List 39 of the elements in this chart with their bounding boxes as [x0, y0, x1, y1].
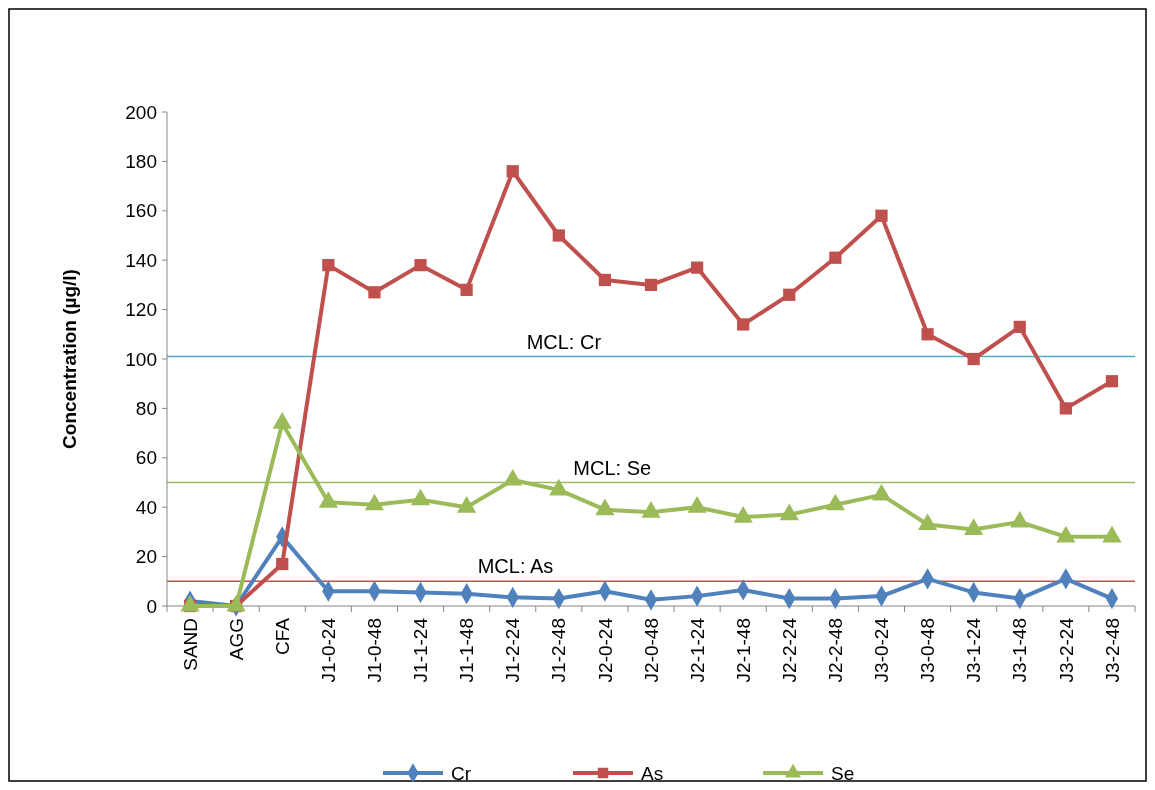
ref-line-label: MCL: Se	[573, 456, 652, 479]
y-tick-label: 0	[146, 595, 157, 617]
x-tick-label: J3-0-48	[917, 618, 939, 683]
x-tick-label: J2-1-48	[732, 618, 754, 683]
x-tick-label: J1-2-48	[548, 618, 570, 683]
x-tick-label: J3-1-48	[1009, 618, 1031, 683]
y-tick-label: 180	[125, 151, 157, 173]
ref-line-label: MCL: As	[477, 555, 554, 578]
y-axis-title: Concentration (µg/l)	[59, 269, 80, 449]
x-tick-label: J2-2-24	[778, 617, 800, 683]
legend-label: Cr	[451, 762, 472, 784]
x-tick-label: CFA	[271, 617, 293, 655]
y-tick-label: 140	[125, 249, 157, 271]
legend-label: As	[641, 762, 664, 784]
x-tick-label: J2-2-48	[825, 618, 847, 683]
x-tick-label: J2-0-24	[594, 617, 616, 683]
legend-label: Se	[831, 762, 855, 784]
ref-line-label: MCL: Cr	[526, 330, 602, 353]
x-tick-label: J3-0-24	[871, 617, 893, 683]
x-tick-label: J3-1-24	[963, 617, 985, 683]
y-tick-label: 200	[125, 101, 157, 123]
y-tick-label: 80	[135, 398, 157, 420]
x-tick-label: J2-1-24	[686, 617, 708, 683]
x-tick-label: J3-2-48	[1101, 618, 1123, 683]
y-tick-label: 20	[135, 546, 157, 568]
x-tick-label: J1-2-24	[502, 617, 524, 683]
x-tick-label: AGG	[225, 618, 247, 661]
y-tick-label: 160	[125, 200, 157, 222]
y-tick-label: 120	[125, 299, 157, 321]
x-tick-label: J1-0-24	[317, 617, 339, 683]
x-tick-label: J2-0-48	[640, 618, 662, 683]
x-tick-label: J3-2-24	[1055, 617, 1077, 683]
x-tick-label: J1-1-48	[456, 618, 478, 683]
y-tick-label: 60	[135, 447, 157, 469]
x-tick-label: J1-1-24	[410, 617, 432, 683]
x-tick-label: SAND	[179, 618, 201, 671]
y-tick-label: 40	[135, 496, 157, 518]
x-tick-label: J1-0-48	[364, 618, 386, 683]
y-tick-label: 100	[125, 348, 157, 370]
